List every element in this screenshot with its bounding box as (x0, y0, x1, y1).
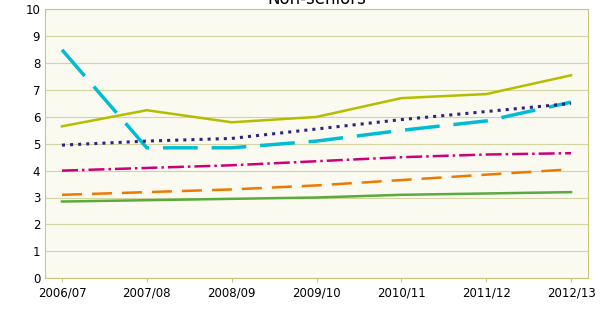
Title: Non-seniors: Non-seniors (267, 0, 366, 8)
